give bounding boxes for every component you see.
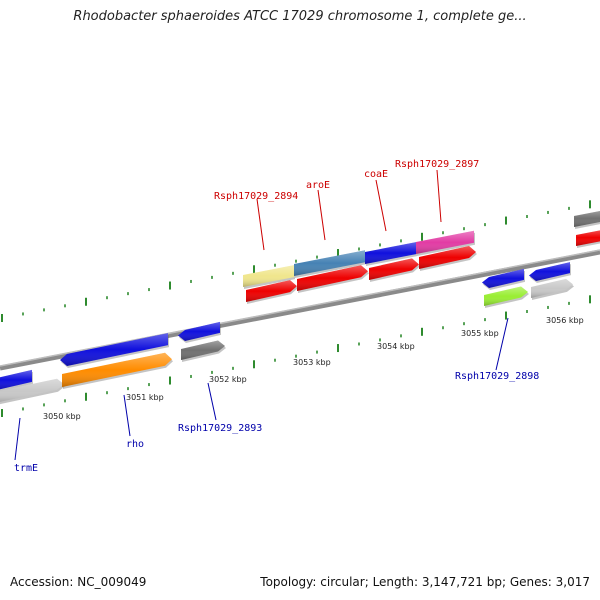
accession-info: Accession: NC_009049	[10, 575, 146, 589]
feature-shading	[484, 286, 528, 306]
genome-summary: Topology: circular; Length: 3,147,721 bp…	[260, 575, 590, 589]
tick-label-3054: 3054 kbp	[377, 342, 415, 351]
feature-track[interactable]	[0, 210, 600, 406]
gene-feature-coae[interactable]	[365, 242, 417, 266]
map-title: Rhodobacter sphaeroides ATCC 17029 chrom…	[73, 9, 527, 24]
tick-row-upper	[1, 200, 591, 322]
gene-feature-red-1[interactable]	[246, 280, 298, 304]
feature-shading	[243, 265, 294, 287]
topology-value: circular	[320, 575, 365, 589]
accession-value: NC_009049	[77, 575, 147, 589]
feature-shading	[181, 340, 225, 360]
genes-value: 3,017	[555, 575, 590, 589]
gene-feature-right-edge-gray[interactable]	[574, 210, 600, 229]
length-label: Length:	[372, 575, 419, 589]
gene-label-rsph17029-2897[interactable]: Rsph17029_2897	[395, 159, 479, 170]
tick-label-3051: 3051 kbp	[126, 393, 164, 402]
gene-feature-rsph17029-2894[interactable]	[243, 265, 295, 289]
gene-feature-trme-top[interactable]	[0, 369, 33, 392]
gene-feature-red-4[interactable]	[419, 245, 477, 271]
gene-label-rsph17029-2894[interactable]: Rsph17029_2894	[214, 191, 298, 202]
gene-label-rsph17029-2898[interactable]: Rsph17029_2898	[455, 371, 539, 382]
length-value: 3,147,721 bp	[421, 575, 502, 589]
tick-label-3055: 3055 kbp	[461, 329, 499, 338]
feature-shading	[60, 333, 168, 366]
callout-lines	[14, 169, 509, 461]
feature-shading	[416, 230, 474, 254]
feature-shading	[529, 262, 570, 281]
gene-feature-right-edge-red[interactable]	[576, 229, 600, 248]
feature-shading	[297, 265, 368, 291]
gene-feature-rsph17029-2899-top[interactable]	[529, 262, 571, 283]
feature-shading	[419, 245, 476, 269]
gene-feature-red-2[interactable]	[297, 265, 369, 293]
gene-feature-red-3[interactable]	[369, 258, 420, 282]
gene-feature-rho-top[interactable]	[60, 333, 169, 368]
feature-shading	[294, 250, 365, 276]
gene-feature-rho[interactable]	[62, 352, 173, 389]
gene-feature-rsph17029-2898-top[interactable]	[482, 268, 525, 290]
feature-shading	[0, 378, 64, 402]
tick-label-3056: 3056 kbp	[546, 316, 584, 325]
feature-shading	[531, 278, 573, 298]
feature-shading	[246, 280, 297, 302]
gene-label-rho[interactable]: rho	[126, 439, 144, 450]
gene-feature-aroe[interactable]	[294, 250, 366, 278]
feature-shading	[62, 352, 172, 387]
gene-feature-rsph17029-2893[interactable]	[181, 340, 226, 362]
gene-feature-rsph17029-2899[interactable]	[531, 278, 574, 300]
tick-label-3050: 3050 kbp	[43, 412, 81, 421]
tick-label-3053: 3053 kbp	[293, 358, 331, 367]
gene-feature-rsph17029-2897[interactable]	[416, 230, 475, 256]
tick-label-3052: 3052 kbp	[209, 375, 247, 384]
feature-shading	[178, 321, 220, 341]
gene-label-trme[interactable]: trmE	[14, 463, 38, 474]
accession-label: Accession:	[10, 575, 74, 589]
feature-shading	[576, 230, 600, 246]
gene-feature-trme[interactable]	[0, 378, 65, 406]
feature-shading	[369, 258, 419, 280]
feature-shading	[482, 268, 524, 288]
topology-label: Topology:	[260, 575, 317, 589]
feature-shading	[574, 210, 600, 227]
gene-label-aroe[interactable]: aroE	[306, 180, 330, 191]
chromosome-backbone-highlight	[0, 249, 600, 367]
feature-shading	[0, 369, 32, 390]
tick-row-lower	[1, 295, 591, 417]
gene-feature-rsph17029-2893-top[interactable]	[178, 321, 221, 343]
feature-shading	[365, 242, 416, 264]
gene-label-rsph17029-2893[interactable]: Rsph17029_2893	[178, 423, 262, 434]
gene-feature-rsph17029-2898[interactable]	[484, 286, 529, 308]
gene-label-coae[interactable]: coaE	[364, 169, 388, 180]
genes-label: Genes:	[509, 575, 552, 589]
